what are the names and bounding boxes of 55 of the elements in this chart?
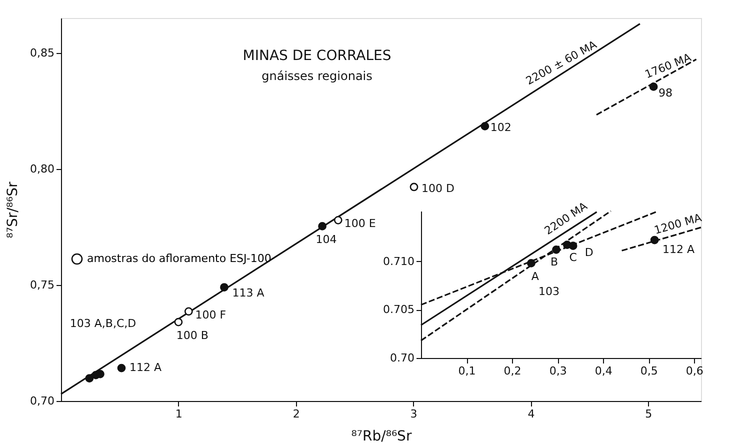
y-tick-label: 0.70 xyxy=(390,352,414,364)
point xyxy=(568,242,578,250)
point xyxy=(480,122,490,130)
x-tick-label: 5 xyxy=(645,408,652,420)
point xyxy=(174,318,183,326)
y-tick-label: 0,75 xyxy=(30,278,54,292)
x-tick-label: 0,5 xyxy=(640,364,658,378)
y-axis-title: ⁸⁷Sr/⁸⁶Sr xyxy=(5,182,22,238)
point xyxy=(650,236,659,244)
text: MINAS DE CORRALES xyxy=(242,48,392,64)
point xyxy=(117,364,126,372)
x-tick-label: 4 xyxy=(528,408,535,420)
annotation: 100 D xyxy=(422,182,454,195)
annotation: 112 A xyxy=(129,361,162,374)
y-tick-label: 0,85 xyxy=(30,46,54,60)
x-tick-label: 0,3 xyxy=(549,364,567,378)
y-tick-label: 0,70 xyxy=(30,394,54,408)
annotation: 103 A,B,C,D xyxy=(70,317,136,330)
point xyxy=(334,216,342,224)
annotation: B xyxy=(550,256,558,269)
point xyxy=(552,246,560,254)
annotation: 104 xyxy=(316,233,337,246)
annotation: 100 E xyxy=(344,217,376,230)
x-tick-label: 1 xyxy=(175,408,182,420)
annotation: A xyxy=(531,270,540,284)
annotation: 1760 MA xyxy=(643,50,694,82)
y-tick-label: 0,80 xyxy=(30,162,54,176)
legend-label: amostras do afloramento ESJ-100 xyxy=(87,252,272,265)
x-tick-label: 0,4 xyxy=(594,364,612,378)
point xyxy=(649,82,658,91)
x-axis-title: ⁸⁷Rb/⁸⁶Sr xyxy=(351,428,412,444)
point xyxy=(184,307,193,316)
y-tick-label: 0.710 xyxy=(383,254,414,268)
annotation: 98 xyxy=(658,86,673,100)
annotation: 1200 MA xyxy=(652,211,704,238)
x-tick-label: 2 xyxy=(292,408,300,420)
point xyxy=(318,222,326,230)
point xyxy=(220,283,228,292)
x-tick-label: 0,1 xyxy=(458,364,476,378)
text: gnáisses regionais xyxy=(262,69,372,83)
annotation: 102 xyxy=(490,121,512,134)
point xyxy=(85,374,94,382)
annotation: D xyxy=(584,246,594,259)
x-tick-label: 0,2 xyxy=(504,364,522,378)
annotation: 100 F xyxy=(195,308,226,322)
annotation: 112 A xyxy=(662,243,696,256)
point xyxy=(410,182,418,192)
annotation: 100 B xyxy=(176,329,208,342)
x-tick-label: 3 xyxy=(410,408,418,420)
annotation: 113 A xyxy=(232,286,265,300)
x-tick-label: 0,6 xyxy=(686,364,704,378)
y-tick-label: 0.705 xyxy=(383,303,414,316)
annotation: 103 xyxy=(538,285,560,298)
annotation: C xyxy=(569,250,578,264)
point xyxy=(526,259,536,268)
